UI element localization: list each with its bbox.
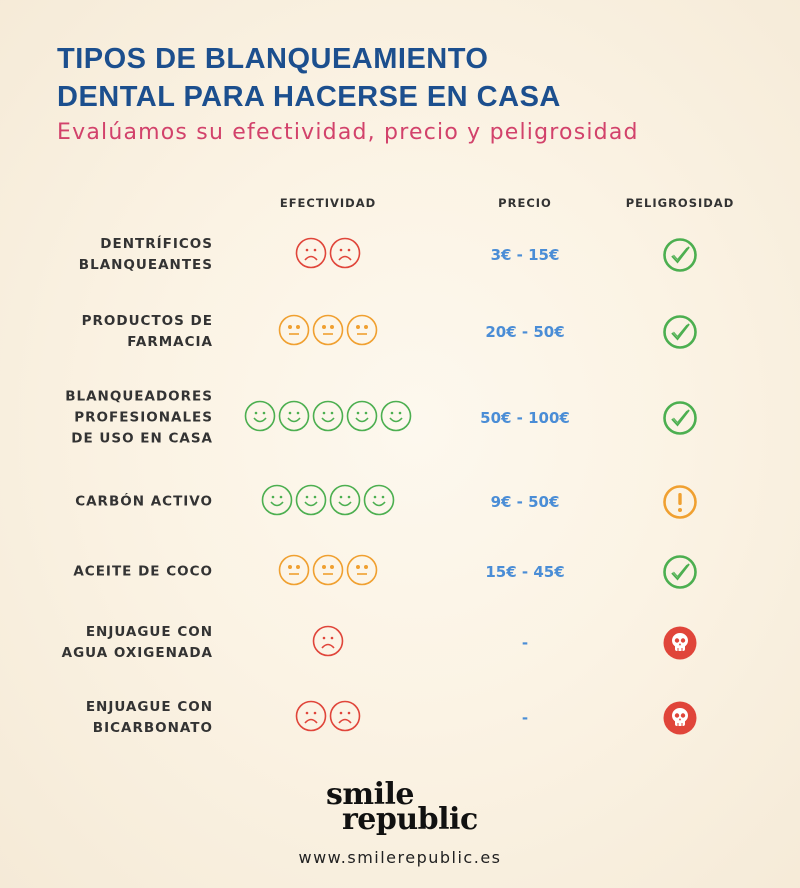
price-range: - xyxy=(521,709,529,727)
neutral-face-icon xyxy=(346,314,378,350)
row-label: BLANQUEADORES PROFESIONALES DE USO EN CASA xyxy=(65,388,213,447)
skull-icon xyxy=(662,625,698,661)
header-price: PRECIO xyxy=(498,196,552,210)
page-title: TIPOS DE BLANQUEAMIENTO DENTAL PARA HACE… xyxy=(57,43,561,113)
effectiveness-rating xyxy=(295,237,361,273)
happy-face-icon xyxy=(380,400,412,436)
check-icon xyxy=(662,554,698,590)
header-effectiveness: EFECTIVIDAD xyxy=(279,196,377,210)
sad-face-icon xyxy=(295,237,327,273)
sad-face-icon xyxy=(329,237,361,273)
row-label: ENJUAGUE CON BICARBONATO xyxy=(85,699,213,736)
row-label: ACEITE DE COCO xyxy=(73,563,213,580)
neutral-face-icon xyxy=(278,554,310,590)
effectiveness-rating xyxy=(295,700,361,736)
sad-face-icon xyxy=(312,625,344,661)
effectiveness-rating xyxy=(312,625,344,661)
website-url: www.smilerepublic.es xyxy=(298,848,502,867)
effectiveness-rating xyxy=(278,314,378,350)
neutral-face-icon xyxy=(312,314,344,350)
check-icon xyxy=(662,400,698,436)
effectiveness-rating xyxy=(244,400,412,436)
price-range: - xyxy=(521,634,529,652)
check-icon xyxy=(662,314,698,350)
row-label: PRODUCTOS DE FARMACIA xyxy=(81,313,213,350)
happy-face-icon xyxy=(329,484,361,520)
row-label: CARBÓN ACTIVO xyxy=(75,493,213,510)
effectiveness-rating xyxy=(261,484,395,520)
sad-face-icon xyxy=(329,700,361,736)
effectiveness-rating xyxy=(278,554,378,590)
happy-face-icon xyxy=(244,400,276,436)
happy-face-icon xyxy=(363,484,395,520)
happy-face-icon xyxy=(312,400,344,436)
price-range: 50€ - 100€ xyxy=(480,409,570,427)
warning-icon xyxy=(662,484,698,520)
neutral-face-icon xyxy=(278,314,310,350)
happy-face-icon xyxy=(295,484,327,520)
header-danger: PELIGROSIDAD xyxy=(625,196,735,210)
happy-face-icon xyxy=(261,484,293,520)
price-range: 15€ - 45€ xyxy=(485,563,565,581)
subtitle: Evalúamos su efectividad, precio y pelig… xyxy=(57,120,639,145)
price-range: 20€ - 50€ xyxy=(485,323,565,341)
price-range: 3€ - 15€ xyxy=(490,246,560,264)
sad-face-icon xyxy=(295,700,327,736)
skull-icon xyxy=(662,700,698,736)
row-label: DENTRÍFICOS BLANQUEANTES xyxy=(78,236,213,273)
check-icon xyxy=(662,237,698,273)
neutral-face-icon xyxy=(312,554,344,590)
smile-republic-logo: smile republic xyxy=(326,777,478,837)
row-label: ENJUAGUE CON AGUA OXIGENADA xyxy=(61,624,213,661)
happy-face-icon xyxy=(346,400,378,436)
happy-face-icon xyxy=(278,400,310,436)
neutral-face-icon xyxy=(346,554,378,590)
price-range: 9€ - 50€ xyxy=(490,493,560,511)
